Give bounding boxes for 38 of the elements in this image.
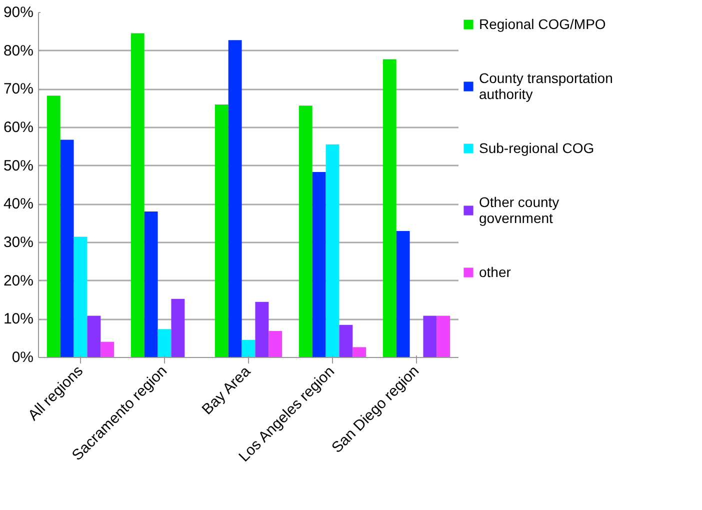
bar: [171, 298, 185, 358]
y-tick-label: 0%: [12, 349, 34, 366]
y-tick-label: 30%: [3, 234, 34, 251]
legend-label: County transportation authority: [479, 70, 613, 102]
bar: [144, 211, 158, 358]
y-tick-label: 50%: [3, 157, 34, 174]
legend-label: Sub-regional COG: [479, 140, 594, 156]
bar: [312, 172, 326, 358]
legend-label: Other county government: [479, 194, 560, 226]
bar: [74, 236, 88, 358]
bar: [60, 140, 74, 358]
bar: [100, 342, 114, 358]
y-tick-label: 60%: [3, 119, 34, 136]
bar: [298, 106, 312, 358]
y-tick-label: 70%: [3, 80, 34, 98]
bar: [214, 104, 228, 358]
bar: [436, 316, 450, 358]
y-tick-label: 90%: [3, 4, 34, 21]
y-tick-label: 40%: [3, 196, 34, 213]
bar: [326, 144, 340, 358]
bar: [339, 324, 353, 358]
bar: [396, 231, 410, 358]
bar: [242, 340, 256, 358]
bar: [158, 329, 172, 358]
y-tick-label: 10%: [3, 310, 34, 328]
bar: [268, 331, 282, 358]
bar: [46, 96, 60, 358]
y-tick-label: 80%: [3, 42, 34, 60]
bar: [382, 59, 396, 358]
bar: [423, 316, 437, 358]
bar: [130, 33, 144, 358]
bar: [228, 40, 242, 358]
legend-label: other: [479, 264, 511, 280]
legend-label: Regional COG/MPO: [479, 16, 606, 32]
y-tick-label: 20%: [3, 272, 34, 290]
bar: [352, 347, 366, 358]
bar: [87, 316, 101, 358]
bar: [255, 302, 269, 358]
